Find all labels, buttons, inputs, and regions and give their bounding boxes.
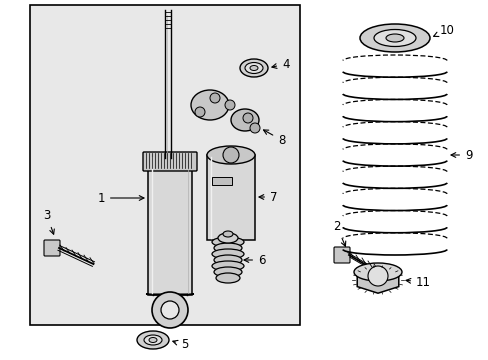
Ellipse shape (149, 338, 157, 342)
Text: 3: 3 (43, 209, 54, 234)
Ellipse shape (212, 249, 244, 259)
Ellipse shape (223, 231, 232, 237)
Circle shape (195, 107, 204, 117)
Text: 9: 9 (450, 149, 471, 162)
FancyBboxPatch shape (142, 152, 197, 171)
Ellipse shape (214, 267, 242, 277)
Ellipse shape (214, 243, 242, 253)
Polygon shape (357, 267, 398, 293)
Ellipse shape (373, 30, 415, 46)
Ellipse shape (230, 109, 259, 131)
Circle shape (161, 301, 179, 319)
Ellipse shape (143, 335, 162, 345)
Ellipse shape (206, 146, 254, 164)
Text: 7: 7 (259, 190, 277, 203)
Ellipse shape (214, 255, 242, 265)
Ellipse shape (249, 66, 258, 71)
FancyBboxPatch shape (44, 240, 60, 256)
Polygon shape (146, 294, 194, 295)
Circle shape (209, 93, 220, 103)
Text: 2: 2 (332, 220, 345, 246)
Ellipse shape (212, 261, 244, 271)
Ellipse shape (240, 59, 267, 77)
Text: 10: 10 (433, 23, 454, 36)
Bar (148, 155, 192, 295)
Ellipse shape (385, 34, 403, 42)
Bar (206, 155, 254, 240)
Circle shape (243, 113, 252, 123)
Text: 4: 4 (271, 58, 289, 71)
Ellipse shape (137, 331, 169, 349)
Text: 11: 11 (405, 275, 430, 288)
Circle shape (367, 266, 387, 286)
Circle shape (152, 292, 187, 328)
Ellipse shape (359, 24, 429, 52)
Bar (212, 177, 231, 185)
Circle shape (224, 100, 235, 110)
Text: 1: 1 (97, 192, 143, 204)
Text: 6: 6 (244, 253, 265, 266)
Ellipse shape (191, 90, 228, 120)
Text: 5: 5 (172, 338, 188, 351)
Ellipse shape (353, 263, 401, 281)
Bar (30, 5, 299, 325)
Ellipse shape (216, 273, 240, 283)
FancyBboxPatch shape (333, 247, 349, 263)
Text: 8: 8 (263, 130, 285, 147)
Circle shape (223, 147, 239, 163)
Ellipse shape (218, 233, 238, 243)
Ellipse shape (244, 63, 263, 73)
Circle shape (249, 123, 260, 133)
Ellipse shape (212, 237, 244, 247)
